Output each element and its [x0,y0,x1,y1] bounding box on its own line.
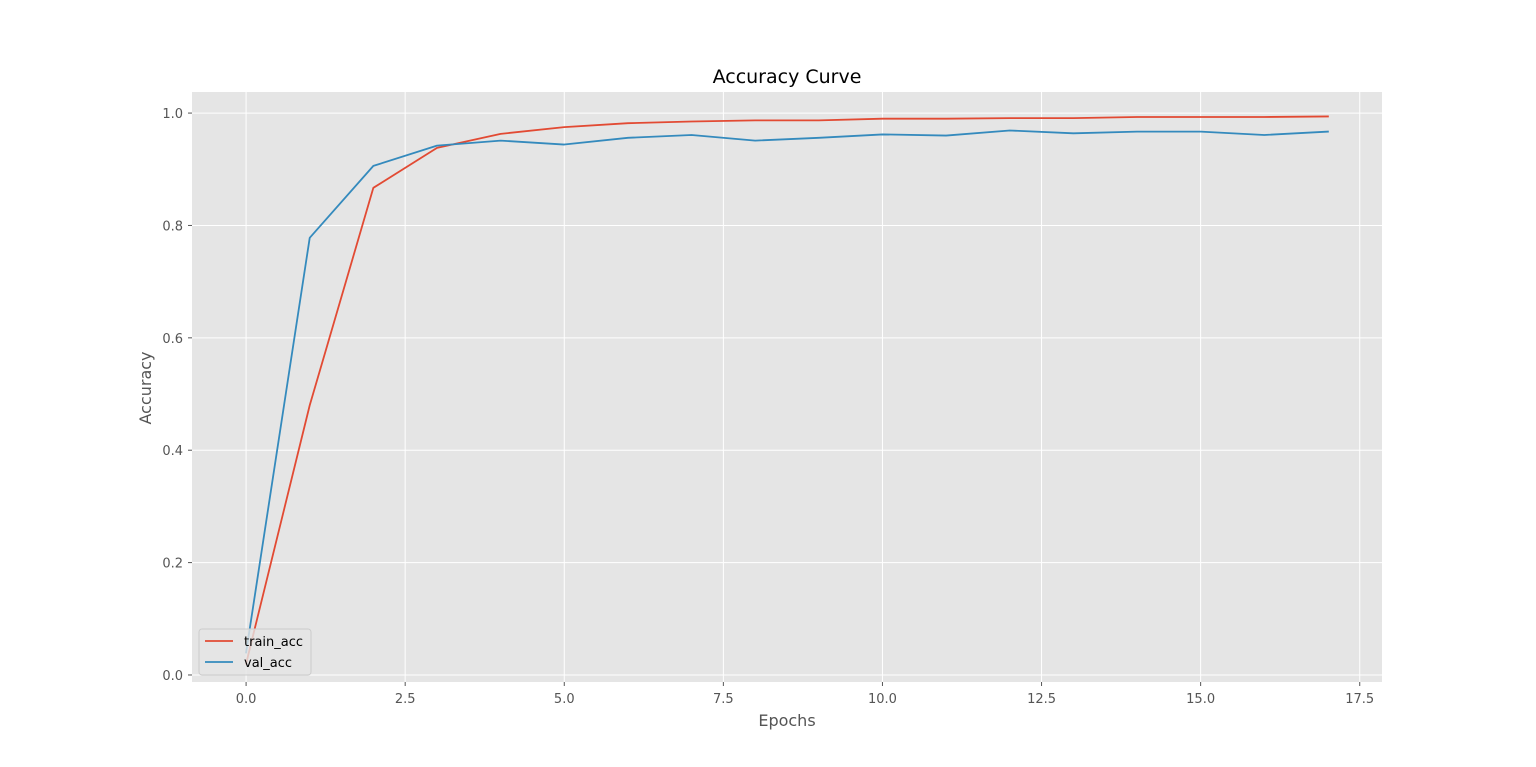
y-tick-label: 0.0 [162,669,183,684]
x-axis-label: Epochs [758,711,815,730]
series-line-train-acc [245,115,1329,665]
y-tick-label: 0.2 [162,557,183,572]
x-tick-label: 12.5 [1027,692,1056,707]
x-tick-label: 7.5 [713,692,734,707]
x-tick-label: 0.0 [236,692,257,707]
x-tick-label: 15.0 [1186,692,1215,707]
chart-title: Accuracy Curve [713,66,862,88]
grid [192,92,1382,682]
y-tick-label: 0.8 [162,219,183,234]
legend: train_acc val_acc [198,628,312,676]
y-axis-ticks: 0.0 0.2 0.4 0.6 0.8 1.0 [162,107,192,684]
plot-area [192,92,1382,682]
x-tick-label: 10.0 [868,692,897,707]
legend-label-val-acc: val_acc [244,656,292,671]
x-tick-label: 5.0 [554,692,575,707]
y-tick-label: 1.0 [162,107,183,122]
y-tick-label: 0.6 [162,332,183,347]
x-tick-label: 17.5 [1345,692,1374,707]
legend-label-train-acc: train_acc [244,635,303,650]
y-axis-label: Accuracy [136,351,155,424]
series-line-val-acc [245,129,1329,654]
series-group [245,115,1329,665]
x-axis-ticks: 0.0 2.5 5.0 7.5 10.0 12.5 15.0 17.5 [236,682,1374,707]
x-tick-label: 2.5 [395,692,416,707]
y-tick-label: 0.4 [162,444,183,459]
